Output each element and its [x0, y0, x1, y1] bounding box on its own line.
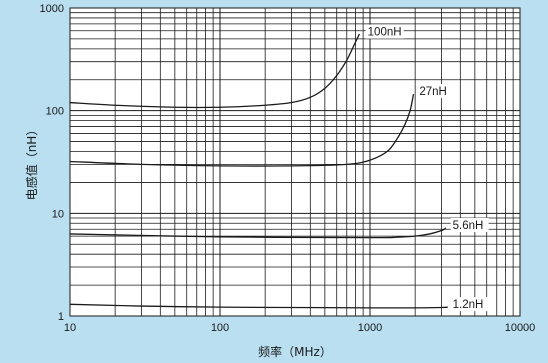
series-label-backing	[450, 297, 489, 312]
series-label: 27nH	[419, 86, 447, 98]
x-tick-label: 10	[64, 322, 76, 334]
y-tick-label: 1	[58, 311, 64, 323]
x-tick-labels: 10 100 1000 10000	[64, 322, 535, 334]
x-tick-label: 100	[211, 322, 229, 334]
series-label: 5.6nH	[453, 220, 484, 232]
x-tick-label: 1000	[358, 322, 382, 334]
series-line-5-6nh	[69, 227, 447, 239]
x-tick-label: 10000	[505, 322, 536, 334]
grid	[69, 8, 520, 317]
y-tick-labels: 1 10 100 1000	[40, 3, 64, 323]
series-label: 1.2nH	[453, 299, 484, 311]
series-line-100nh	[69, 33, 360, 109]
series-labels: 100nH 27nH 5.6nH 1.2nH	[365, 24, 489, 312]
y-tick-label: 1000	[40, 3, 64, 15]
series-label-backing	[365, 24, 404, 39]
plot-background	[70, 8, 520, 316]
y-tick-label: 10	[52, 208, 64, 220]
series-label-backing	[417, 84, 449, 99]
series-line-27nh	[69, 93, 415, 167]
y-tick-label: 100	[46, 106, 64, 118]
series-line-1-2nh	[69, 303, 448, 309]
plot-frame	[69, 7, 521, 317]
y-axis-label: 电感值（nH）	[24, 124, 39, 201]
series-label-backing	[450, 217, 489, 232]
series-group	[69, 33, 448, 309]
series-label: 100nH	[368, 27, 402, 39]
x-axis-label: 频率（MHz）	[258, 344, 332, 359]
